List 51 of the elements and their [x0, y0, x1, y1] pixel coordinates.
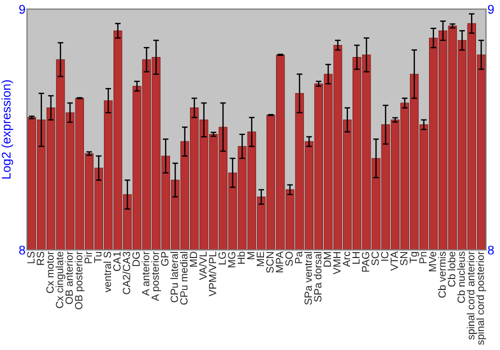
x-tick-label: A posterior	[151, 251, 161, 302]
x-tick-label: VA/VL	[199, 252, 207, 280]
x-tick-label: CPu medial	[180, 252, 188, 305]
x-tick-label: OB anterior	[65, 251, 73, 304]
x-tick-label: CA2/CA3	[122, 252, 130, 294]
y-axis-title: Log2 (expression)	[1, 80, 14, 178]
x-tick-label: MD	[190, 252, 198, 267]
x-tick-label: Pa	[295, 251, 302, 264]
y2-tick-label: 8	[488, 246, 494, 255]
x-tick-label: CPu lateral	[170, 252, 178, 302]
x-tick-label: LS	[27, 252, 35, 264]
x-tick-label: VMH	[333, 252, 340, 274]
x-tick-label: Hb	[237, 252, 245, 264]
x-tick-label: Cb vermis	[438, 252, 446, 298]
x-tick-label: MVe	[428, 252, 436, 272]
x-tick-label: Cx motor	[46, 251, 54, 294]
x-tick-label: PAG	[362, 252, 370, 272]
x-tick-label: ME	[256, 252, 264, 266]
x-tick-label: RS	[36, 252, 44, 265]
x-tick-label: Cb lobe	[448, 252, 456, 287]
y2-tick-label: 9	[488, 4, 494, 14]
x-tick-label: MPA	[276, 251, 284, 272]
x-tick-label: GP	[161, 252, 168, 266]
x-tick-label: Tu	[94, 252, 102, 263]
x-tick-label: DG	[132, 252, 140, 266]
x-tick-label: SN	[400, 252, 408, 266]
x-tick-label: SC	[371, 252, 379, 266]
x-tick-label: Cx cingulate	[56, 252, 66, 308]
x-tick-label: DM	[324, 252, 331, 267]
x-tick-label: SPa dorsal	[314, 252, 322, 302]
x-tick-label: Arc	[342, 252, 350, 267]
x-tick-label: A anterior	[142, 251, 150, 296]
x-tick-label: ventral S	[103, 252, 112, 292]
x-tick-label: MG	[228, 252, 236, 268]
x-tick-label: spinal cord posterior	[476, 251, 486, 345]
x-tick-label: IC	[381, 252, 388, 261]
x-tick-label: CA1	[113, 252, 121, 272]
x-tick-label: VPM/VPL	[208, 252, 216, 296]
x-tick-label: SCN	[266, 252, 274, 273]
x-tick-label: Tg	[410, 252, 420, 264]
x-tick-label: Pn	[419, 252, 427, 264]
x-tick-label: LH	[352, 252, 360, 264]
x-tick-label: M	[247, 252, 254, 260]
x-tick-label: SO	[285, 252, 293, 266]
x-tick-label: Cb nucleus	[457, 252, 465, 303]
x-tick-label: VTA	[390, 251, 398, 271]
x-tick-label: spinal cord anterior	[466, 251, 477, 340]
x-tick-label: Pir	[84, 251, 92, 264]
x-tick-label: SPa ventral	[304, 252, 312, 305]
x-tick-label: LG	[218, 252, 226, 264]
x-tick-label: OB posterior	[74, 251, 84, 310]
